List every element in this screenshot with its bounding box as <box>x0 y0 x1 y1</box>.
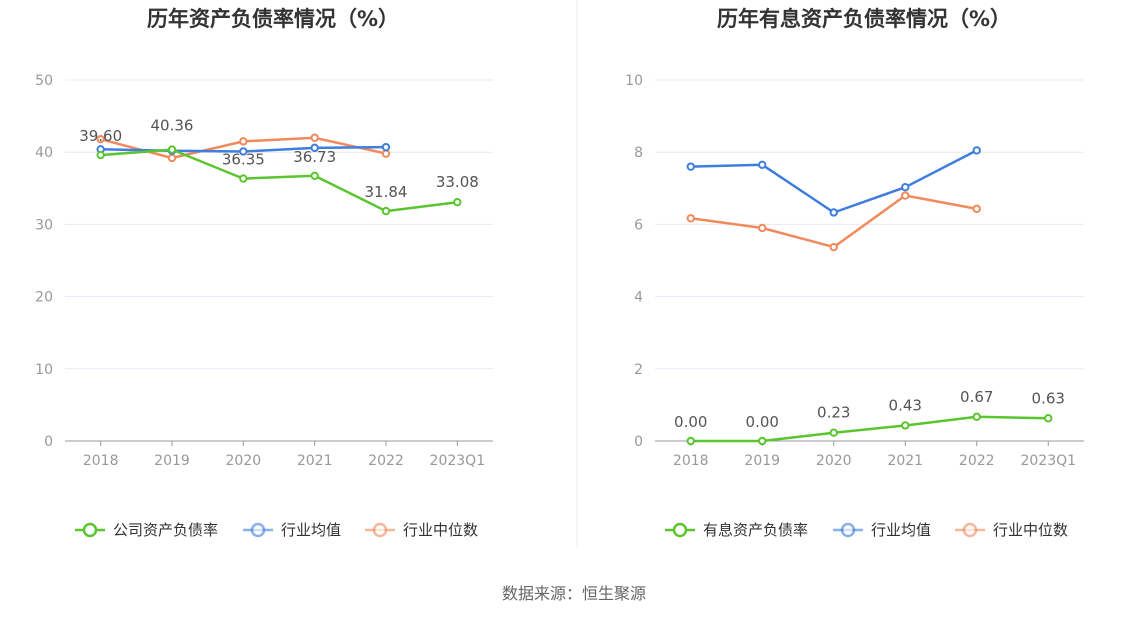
data-point <box>901 183 910 192</box>
y-tick-label: 10 <box>35 362 53 378</box>
legend-marker <box>672 522 688 538</box>
data-point <box>829 428 838 437</box>
data-label: 39.60 <box>79 127 122 145</box>
y-tick-label: 20 <box>35 290 53 306</box>
data-point <box>96 135 105 144</box>
data-point <box>96 150 105 160</box>
x-tick-label: 2021 <box>887 453 923 469</box>
data-label: 36.35 <box>222 151 265 169</box>
data-point <box>972 146 981 155</box>
y-tick-label: 50 <box>35 73 53 89</box>
data-point <box>239 137 248 146</box>
data-point <box>167 145 177 154</box>
legend-label: 行业中位数 <box>993 521 1068 539</box>
series-line <box>690 149 978 214</box>
data-label: 0.00 <box>746 413 779 431</box>
data-label: 31.84 <box>365 183 408 201</box>
legend-marker <box>82 522 98 538</box>
data-point <box>310 143 319 153</box>
y-tick-label: 4 <box>634 290 643 306</box>
data-point <box>758 160 767 170</box>
series-line <box>690 194 978 249</box>
y-tick-label: 0 <box>44 434 53 450</box>
data-label: 0.63 <box>1032 389 1065 407</box>
data-label: 36.73 <box>293 148 336 166</box>
data-point <box>381 206 391 216</box>
data-point <box>453 197 462 207</box>
x-tick-label: 2023Q1 <box>430 453 486 469</box>
data-label: 0.23 <box>817 404 850 422</box>
data-point <box>686 436 695 446</box>
data-point <box>239 174 248 183</box>
legend-marker <box>840 522 856 538</box>
y-tick-label: 8 <box>634 145 643 161</box>
data-point <box>686 214 695 223</box>
y-tick-label: 10 <box>625 73 643 89</box>
x-tick-label: 2019 <box>744 453 780 469</box>
data-point <box>758 223 767 233</box>
x-tick-label: 2018 <box>673 453 709 469</box>
x-tick-label: 2019 <box>154 453 190 469</box>
x-tick-label: 2021 <box>297 453 333 469</box>
data-point <box>972 412 981 422</box>
data-point <box>381 142 391 152</box>
y-tick-label: 40 <box>35 145 53 161</box>
chart-title: 历年有息资产负债率情况（%） <box>717 7 1011 31</box>
legend-label: 行业均值 <box>281 521 341 539</box>
data-label: 33.08 <box>436 173 479 191</box>
data-label: 0.43 <box>889 396 922 414</box>
legend-label: 有息资产负债率 <box>703 521 808 539</box>
x-tick-label: 2020 <box>816 453 852 469</box>
data-label: 40.36 <box>151 117 194 135</box>
series-line <box>690 415 1049 443</box>
legend-marker <box>372 522 388 538</box>
legend-label: 公司资产负债率 <box>113 521 218 539</box>
legend-label: 行业中位数 <box>403 521 478 539</box>
data-point <box>901 421 910 430</box>
data-point <box>381 149 391 158</box>
x-tick-label: 2022 <box>368 453 404 469</box>
legend-label: 行业均值 <box>871 521 931 539</box>
y-tick-label: 2 <box>634 362 643 378</box>
data-point <box>829 208 838 217</box>
data-point <box>167 153 177 163</box>
series-line <box>100 148 458 213</box>
data-point <box>972 204 981 214</box>
y-tick-label: 30 <box>35 217 53 233</box>
y-tick-label: 6 <box>634 217 643 233</box>
data-label: 0.67 <box>960 388 993 406</box>
source-note: 数据来源：恒生聚源 <box>502 584 646 603</box>
x-tick-label: 2022 <box>959 453 995 469</box>
data-point <box>1044 414 1053 423</box>
legend-marker <box>962 522 978 538</box>
chart-title: 历年资产负债率情况（%） <box>147 7 399 31</box>
x-tick-label: 2018 <box>83 453 119 469</box>
data-point <box>686 162 695 171</box>
x-tick-label: 2020 <box>226 453 262 469</box>
data-point <box>758 436 767 446</box>
data-point <box>310 171 319 181</box>
y-tick-label: 0 <box>634 434 643 450</box>
data-label: 0.00 <box>674 413 707 431</box>
x-tick-label: 2023Q1 <box>1020 453 1076 469</box>
data-point <box>829 242 838 252</box>
legend-marker <box>250 522 266 538</box>
data-point <box>901 191 910 200</box>
data-point <box>310 133 319 142</box>
data-point <box>239 147 248 156</box>
